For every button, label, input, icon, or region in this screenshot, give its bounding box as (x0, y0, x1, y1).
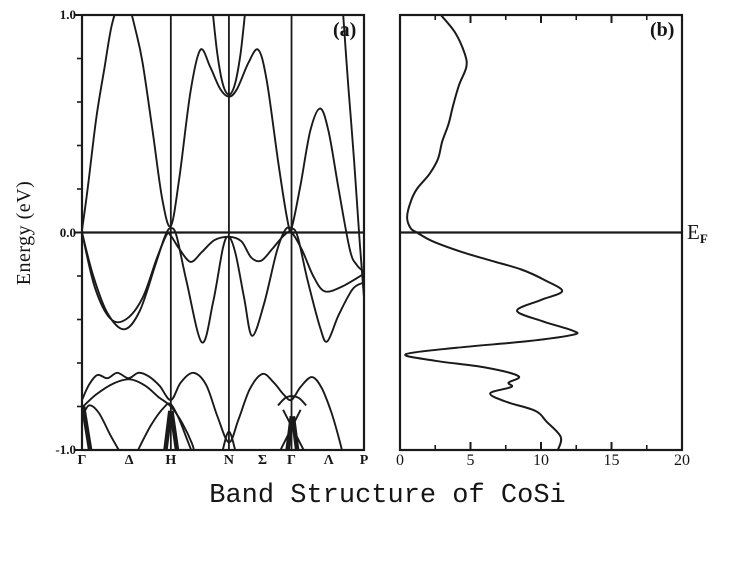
k-point-label-Γ: Γ (77, 453, 87, 468)
band-d-band-flat-wiggly (82, 371, 343, 450)
dos-tick-label-0: 0 (396, 452, 404, 469)
band-claw-gamma2-right (290, 416, 300, 450)
band-d-band-N-pocket (221, 430, 237, 450)
k-point-label-Λ: Λ (323, 453, 334, 468)
y-tick-label-0.0: 0.0 (59, 224, 76, 240)
band-conduction-steep-P (342, 15, 364, 298)
fermi-label-sub: F (699, 231, 708, 246)
k-point-label-N: N (223, 453, 234, 468)
band-conduction-dome (82, 15, 364, 273)
y-tick-label-1.0: 1.0 (59, 7, 76, 22)
band-d-band-H-arc (137, 402, 193, 450)
k-point-label-P: P (359, 453, 369, 468)
dos-tick-label-10: 10 (533, 452, 549, 469)
k-point-label-H: H (165, 453, 177, 468)
band-valence-2 (82, 230, 364, 324)
band-d-band-gamma-arc (82, 404, 120, 450)
panel-b-label: (b) (650, 19, 675, 41)
dos-tick-label-15: 15 (603, 452, 620, 469)
k-point-label-Δ: Δ (124, 453, 134, 468)
band-d-band-gamma2-cap (277, 395, 307, 407)
dos-curve (404, 15, 579, 450)
dos-tick-label-5: 5 (466, 452, 475, 469)
band-valence-1 (82, 226, 364, 344)
fermi-label-main: E (687, 220, 700, 244)
band-claw-H-left (163, 410, 173, 450)
panel-a-label: (a) (333, 19, 357, 41)
band-conduction-steep-N (212, 15, 246, 96)
y-tick-label--1.0: -1.0 (55, 442, 76, 457)
dos-tick-label-20: 20 (674, 452, 690, 469)
band-claw-H-right (169, 410, 180, 450)
k-point-label-Γ: Γ (287, 453, 296, 468)
figure-title: Band Structure of CoSi (209, 481, 566, 511)
y-axis-label: Energy (eV) (13, 180, 35, 286)
k-point-label-Σ: Σ (257, 453, 268, 468)
fermi-level-label: EF (687, 220, 708, 246)
band-claw-gamma2-left (285, 416, 295, 450)
band-d-band-smooth-arc (82, 378, 195, 450)
band-claw-gamma (82, 406, 93, 450)
